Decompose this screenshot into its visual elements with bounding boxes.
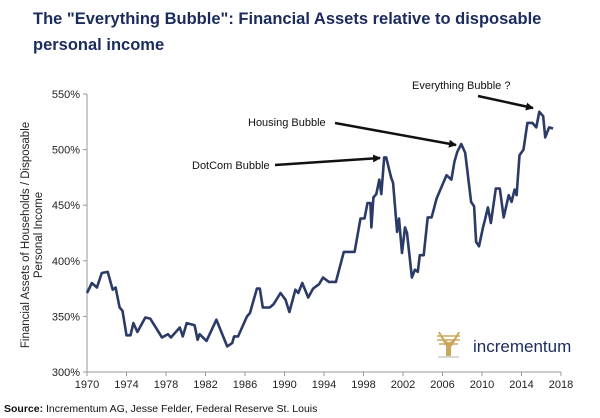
y-tick-label: 500% bbox=[52, 145, 80, 157]
x-tick-label: 2002 bbox=[391, 379, 415, 391]
x-tick-label: 1998 bbox=[351, 379, 375, 391]
annotation-housing-label: Housing Bubble bbox=[248, 117, 326, 129]
annotation-everything: Everything Bubble ? bbox=[412, 80, 534, 111]
annotation-dotcom-label: DotCom Bubble bbox=[192, 160, 270, 172]
x-tick-label: 1974 bbox=[114, 379, 138, 391]
y-tick-label: 550% bbox=[52, 89, 80, 101]
source-note: Source: Incrementum AG, Jesse Felder, Fe… bbox=[4, 403, 317, 415]
chart-title: The "Everything Bubble": Financial Asset… bbox=[33, 10, 542, 54]
source-text: Incrementum AG, Jesse Felder, Federal Re… bbox=[46, 403, 318, 415]
y-tick-label: 400% bbox=[52, 256, 80, 268]
annotation-housing: Housing Bubble bbox=[248, 117, 457, 148]
incrementum-logo: incrementum bbox=[437, 332, 571, 358]
source-label: Source: bbox=[4, 403, 44, 415]
tree-logo-icon bbox=[437, 332, 460, 358]
annotation-dotcom-arrow bbox=[274, 154, 381, 167]
y-axis-label: Financial Assets of Households / Disposa… bbox=[20, 122, 45, 348]
y-axis-label-line-1: Financial Assets of Households / Disposa… bbox=[20, 122, 32, 348]
x-tick-label: 2010 bbox=[470, 379, 494, 391]
axes: 1970 1974 1978 1982 1986 1990 1994 1998 2002 2006… bbox=[52, 89, 573, 391]
annotation-dotcom: DotCom Bubble bbox=[192, 154, 381, 172]
y-tick-label: 450% bbox=[52, 200, 80, 212]
x-tick-label: 2018 bbox=[549, 379, 573, 391]
x-tick-label: 1986 bbox=[233, 379, 257, 391]
x-tick-label: 2014 bbox=[509, 379, 533, 391]
x-tick-label: 2006 bbox=[430, 379, 454, 391]
x-tick-label: 1990 bbox=[272, 379, 296, 391]
annotation-housing-arrow bbox=[334, 121, 457, 148]
y-tick-label: 350% bbox=[52, 311, 80, 323]
x-tick-label: 1978 bbox=[154, 379, 178, 391]
annotation-everything-label: Everything Bubble ? bbox=[412, 80, 510, 92]
annotation-everything-arrow bbox=[477, 94, 534, 111]
x-tick-label: 1994 bbox=[312, 379, 336, 391]
logo-text: incrementum bbox=[473, 337, 571, 356]
x-tick-label: 1970 bbox=[75, 379, 99, 391]
y-axis-label-line-2: Personal Income bbox=[33, 192, 45, 278]
y-tick-label: 300% bbox=[52, 367, 80, 379]
series-line bbox=[85, 110, 554, 348]
x-tick-label: 1982 bbox=[193, 379, 217, 391]
